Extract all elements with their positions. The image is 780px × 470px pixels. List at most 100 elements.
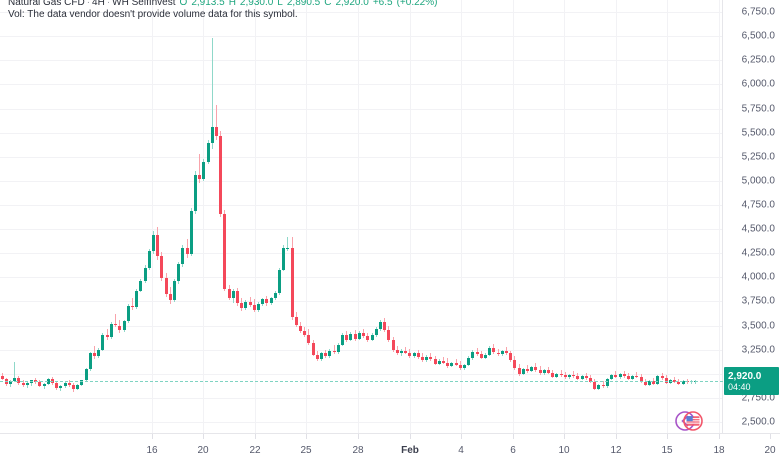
candlestick bbox=[84, 0, 88, 434]
candlestick bbox=[114, 0, 118, 434]
candle-body bbox=[261, 299, 265, 305]
candle-body bbox=[223, 213, 227, 289]
candle-body bbox=[156, 234, 160, 257]
price-axis-label: 4,250.0 bbox=[741, 247, 775, 259]
candle-body bbox=[454, 363, 458, 365]
candle-body bbox=[555, 373, 559, 377]
price-axis-label: 5,000.0 bbox=[741, 175, 775, 187]
time-axis-tick bbox=[513, 434, 514, 439]
candle-body bbox=[631, 376, 635, 380]
candle-wick bbox=[131, 297, 133, 311]
candle-wick bbox=[560, 369, 562, 377]
time-axis-tick bbox=[770, 434, 771, 439]
price-axis-label: 4,750.0 bbox=[741, 199, 775, 211]
candlestick bbox=[391, 0, 395, 434]
candle-wick bbox=[527, 365, 529, 373]
candlestick bbox=[341, 0, 345, 434]
candle-body bbox=[299, 325, 303, 332]
candlestick bbox=[21, 0, 25, 434]
candlestick bbox=[130, 0, 134, 434]
candlestick bbox=[202, 0, 206, 434]
candle-body bbox=[67, 382, 71, 386]
candlestick bbox=[559, 0, 563, 434]
candlestick bbox=[345, 0, 349, 434]
candlestick bbox=[614, 0, 618, 434]
price-axis-label: 3,750.0 bbox=[741, 295, 775, 307]
price-axis-label: 6,250.0 bbox=[741, 54, 775, 66]
candle-body bbox=[572, 375, 576, 377]
current-price-tag[interactable]: 2,920.0 04:40 bbox=[724, 367, 779, 396]
candle-body bbox=[63, 382, 67, 387]
price-axis-label: 4,500.0 bbox=[741, 223, 775, 235]
candle-body bbox=[38, 381, 42, 386]
candle-body bbox=[13, 377, 17, 381]
candlestick bbox=[610, 0, 614, 434]
candle-wick bbox=[186, 238, 188, 258]
candle-body bbox=[450, 363, 454, 366]
time-axis[interactable]: 16 20 22 25 28 Feb 4 6 10 12 15 18 20 bbox=[0, 433, 780, 470]
candle-wick bbox=[106, 329, 108, 340]
candle-body bbox=[622, 374, 626, 377]
candle-wick bbox=[199, 153, 201, 183]
grid-line-horizontal bbox=[0, 421, 723, 423]
candlestick bbox=[42, 0, 46, 434]
candlestick bbox=[433, 0, 437, 434]
candlestick bbox=[269, 0, 273, 434]
candlestick bbox=[156, 0, 160, 434]
time-axis-tick bbox=[358, 434, 359, 439]
candle-body bbox=[433, 359, 437, 364]
candlestick bbox=[257, 0, 260, 434]
candlestick bbox=[399, 0, 403, 434]
candle-body bbox=[34, 380, 38, 382]
current-price-line bbox=[0, 381, 723, 383]
candle-body bbox=[584, 376, 588, 379]
candle-body bbox=[513, 360, 517, 368]
candle-body bbox=[193, 175, 197, 211]
candle-body bbox=[143, 267, 147, 282]
current-price-countdown: 04:40 bbox=[728, 381, 751, 392]
candle-body bbox=[416, 352, 420, 358]
candlestick bbox=[580, 0, 584, 434]
candlestick bbox=[479, 0, 483, 434]
candlestick bbox=[25, 0, 29, 434]
candlestick bbox=[122, 0, 126, 434]
candlestick bbox=[685, 0, 689, 434]
candlestick bbox=[652, 0, 656, 434]
time-axis-label: 25 bbox=[300, 445, 312, 456]
candle-body bbox=[559, 373, 563, 376]
chart-plot-area[interactable] bbox=[0, 0, 723, 434]
candlestick bbox=[63, 0, 67, 434]
candle-body bbox=[492, 347, 496, 353]
candlestick bbox=[664, 0, 668, 434]
candlestick bbox=[626, 0, 630, 434]
price-axis[interactable]: 6,750.0 6,500.0 6,250.0 6,000.0 5,750.0 5,500… bbox=[723, 0, 780, 434]
candlestick bbox=[214, 0, 218, 434]
grid-line-horizontal bbox=[0, 60, 723, 62]
candlestick bbox=[500, 0, 504, 434]
candlestick bbox=[307, 0, 311, 434]
candle-body bbox=[21, 383, 25, 385]
candle-body bbox=[206, 143, 210, 162]
candlestick bbox=[311, 0, 315, 434]
candle-body bbox=[404, 350, 408, 353]
time-axis-label: 22 bbox=[249, 445, 261, 456]
time-axis-label: 28 bbox=[352, 445, 364, 456]
candlestick bbox=[568, 0, 572, 434]
candlestick bbox=[0, 0, 4, 434]
candle-wick bbox=[14, 362, 16, 382]
candle-wick bbox=[653, 377, 655, 386]
candlestick bbox=[4, 0, 8, 434]
candlestick bbox=[151, 0, 155, 434]
candlestick bbox=[631, 0, 635, 434]
candle-body bbox=[265, 299, 269, 304]
grid-line-vertical bbox=[255, 0, 256, 434]
candlestick bbox=[265, 0, 269, 434]
candle-body bbox=[660, 376, 664, 379]
candle-body bbox=[214, 126, 218, 137]
candlestick bbox=[177, 0, 181, 434]
candle-body bbox=[114, 323, 118, 326]
candle-body bbox=[248, 302, 252, 306]
candlestick bbox=[46, 0, 50, 434]
candlestick bbox=[416, 0, 420, 434]
